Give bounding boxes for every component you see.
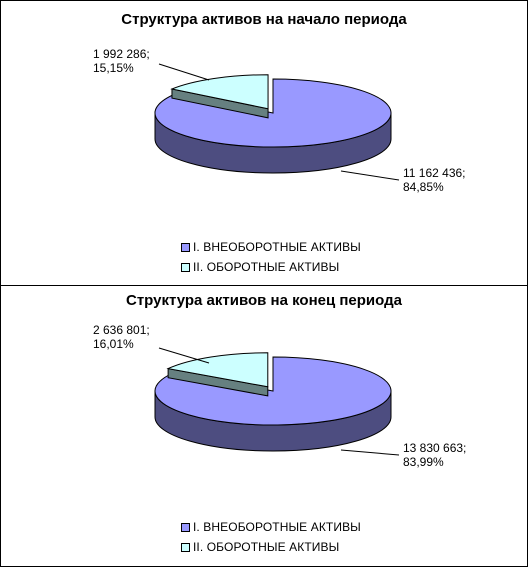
chart-title: Структура активов на начало периода	[121, 11, 407, 28]
legend: I. ВНЕОБОРОТНЫЕ АКТИВЫ II. ОБОРОТНЫЕ АКТ…	[181, 517, 361, 557]
data-label-percent: 84,85%	[403, 180, 444, 194]
data-label-value: 13 830 663;	[403, 441, 466, 455]
legend-swatch-noncurrent	[181, 242, 190, 252]
legend-label: I. ВНЕОБОРОТНЫЕ АКТИВЫ	[193, 240, 361, 254]
leader-line	[340, 170, 400, 181]
leader-line	[340, 449, 400, 456]
leader-line	[158, 347, 210, 364]
slice-current	[166, 352, 269, 388]
slice-noncurrent	[154, 78, 392, 148]
legend-item-current: II. ОБОРОТНЫЕ АКТИВЫ	[181, 537, 361, 557]
legend: I. ВНЕОБОРОТНЫЕ АКТИВЫ II. ОБОРОТНЫЕ АКТ…	[181, 237, 361, 277]
chart-title: Структура активов на конец периода	[126, 292, 402, 309]
chart-panel-end: Структура активов на конец периода 13 83…	[0, 285, 528, 567]
pie-chart-start: 11 162 436;84,85% 1 992 286;15,15%	[93, 47, 466, 194]
legend-label: II. ОБОРОТНЫЕ АКТИВЫ	[193, 260, 340, 274]
legend-item-noncurrent: I. ВНЕОБОРОТНЫЕ АКТИВЫ	[181, 517, 361, 537]
pie-chart-end: 13 830 663;83,99% 2 636 801;16,01%	[93, 323, 466, 469]
legend-label: II. ОБОРОТНЫЕ АКТИВЫ	[193, 540, 340, 554]
data-label-percent: 83,99%	[403, 455, 444, 469]
data-label-percent: 16,01%	[93, 337, 134, 351]
data-label-value: 11 162 436;	[403, 166, 466, 180]
data-label-value: 2 636 801;	[93, 323, 150, 337]
legend-swatch-current	[181, 262, 190, 272]
legend-item-current: II. ОБОРОТНЫЕ АКТИВЫ	[181, 257, 361, 277]
leader-line	[158, 63, 210, 81]
slice-current	[170, 74, 269, 110]
legend-label: I. ВНЕОБОРОТНЫЕ АКТИВЫ	[193, 520, 361, 534]
data-label-value: 1 992 286;	[93, 47, 150, 61]
slice-noncurrent	[154, 356, 392, 426]
legend-item-noncurrent: I. ВНЕОБОРОТНЫЕ АКТИВЫ	[181, 237, 361, 257]
legend-swatch-current	[181, 542, 190, 552]
data-label-percent: 15,15%	[93, 61, 134, 75]
legend-swatch-noncurrent	[181, 522, 190, 532]
chart-panel-start: Структура активов на начало периода 11 1…	[0, 0, 528, 286]
